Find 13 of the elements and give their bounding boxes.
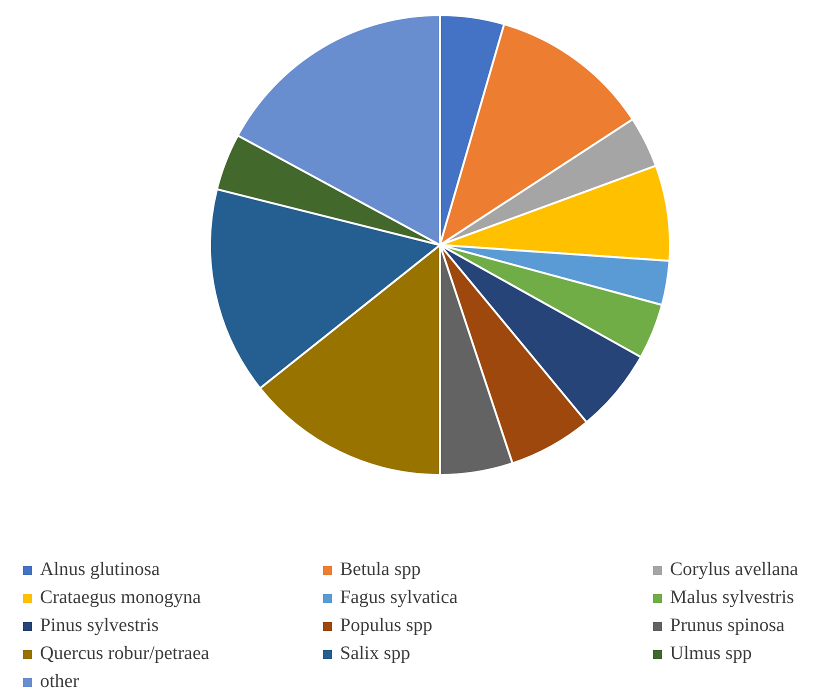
legend-label: Corylus avellana — [670, 559, 798, 581]
legend-label: Salix spp — [340, 643, 410, 665]
legend-label: Alnus glutinosa — [40, 559, 160, 581]
legend-label: Betula spp — [340, 559, 421, 581]
legend-label: Fagus sylvatica — [340, 587, 458, 609]
legend-label: Populus spp — [340, 615, 432, 637]
legend-label: Ulmus spp — [670, 643, 752, 665]
legend-label: Crataegus monogyna — [40, 587, 201, 609]
legend-label: Pinus sylvestris — [40, 615, 159, 637]
legend-label: Quercus robur/petraea — [40, 643, 210, 665]
legend-label: Prunus spinosa — [670, 615, 785, 637]
legend-label: other — [40, 671, 80, 693]
legend-label: Malus sylvestris — [670, 587, 794, 609]
